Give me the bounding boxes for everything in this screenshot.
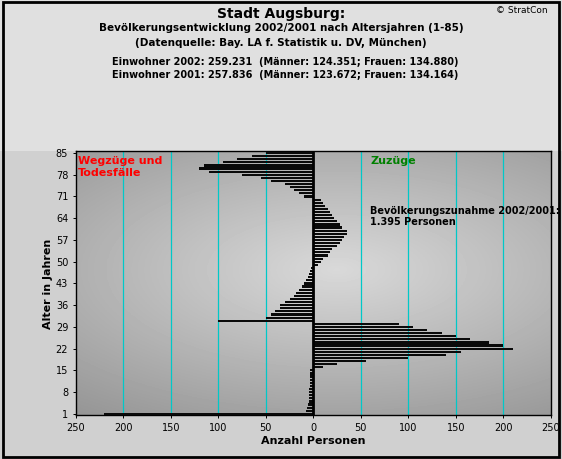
Bar bbox=[261, 177, 314, 179]
Bar bbox=[314, 366, 323, 369]
Bar bbox=[307, 403, 314, 406]
Bar bbox=[307, 276, 314, 278]
Bar bbox=[309, 397, 314, 399]
Bar bbox=[310, 372, 314, 375]
Bar bbox=[275, 310, 314, 313]
Bar bbox=[310, 382, 314, 384]
Bar bbox=[310, 369, 314, 371]
Bar bbox=[252, 155, 314, 157]
Bar bbox=[314, 354, 446, 356]
Bar bbox=[314, 239, 342, 241]
Bar bbox=[105, 413, 314, 415]
Bar bbox=[294, 295, 314, 297]
Bar bbox=[218, 319, 314, 322]
Bar bbox=[314, 217, 334, 219]
Bar bbox=[309, 388, 314, 390]
Bar bbox=[314, 198, 321, 201]
Text: Einwohner 2001: 257.836  (Männer: 123.672; Frauen: 134.164): Einwohner 2001: 257.836 (Männer: 123.672… bbox=[112, 70, 459, 80]
Bar bbox=[314, 251, 330, 253]
Bar bbox=[314, 214, 332, 216]
Bar bbox=[314, 202, 323, 204]
Bar bbox=[314, 360, 365, 362]
Bar bbox=[314, 224, 340, 225]
Bar bbox=[314, 323, 399, 325]
Bar bbox=[204, 164, 314, 167]
Bar bbox=[289, 186, 314, 188]
Bar bbox=[309, 391, 314, 393]
Bar bbox=[314, 338, 470, 341]
Bar bbox=[314, 261, 321, 263]
Bar bbox=[270, 180, 314, 182]
Bar bbox=[310, 375, 314, 378]
Bar bbox=[311, 267, 314, 269]
Bar bbox=[200, 168, 314, 170]
Text: Stadt Augsburg:: Stadt Augsburg: bbox=[217, 7, 345, 21]
Bar bbox=[280, 304, 314, 306]
Bar bbox=[304, 282, 314, 285]
Bar bbox=[296, 291, 314, 294]
Bar bbox=[314, 363, 337, 365]
Bar bbox=[314, 211, 330, 213]
Bar bbox=[285, 301, 314, 303]
Bar bbox=[314, 233, 347, 235]
Text: Zuzüge: Zuzüge bbox=[370, 156, 416, 166]
Bar bbox=[310, 385, 314, 387]
Bar bbox=[223, 161, 314, 163]
Text: © StratCon: © StratCon bbox=[496, 6, 548, 15]
Bar bbox=[314, 248, 332, 250]
Text: (Datenquelle: Bay. LA f. Statistik u. DV, München): (Datenquelle: Bay. LA f. Statistik u. DV… bbox=[135, 38, 427, 48]
Bar bbox=[299, 192, 314, 195]
X-axis label: Anzahl Personen: Anzahl Personen bbox=[261, 436, 365, 446]
Bar bbox=[309, 394, 314, 396]
Bar bbox=[314, 347, 513, 350]
Bar bbox=[209, 171, 314, 173]
Bar bbox=[310, 270, 314, 272]
Bar bbox=[306, 409, 314, 412]
Bar bbox=[280, 307, 314, 309]
Bar bbox=[270, 313, 314, 316]
Bar bbox=[314, 245, 337, 247]
Bar bbox=[314, 326, 413, 328]
Bar bbox=[314, 335, 456, 337]
Text: Einwohner 2002: 259.231  (Männer: 124.351; Frauen: 134.880): Einwohner 2002: 259.231 (Männer: 124.351… bbox=[112, 57, 459, 67]
Bar bbox=[314, 257, 323, 260]
Bar bbox=[266, 317, 314, 319]
Bar bbox=[314, 351, 460, 353]
Bar bbox=[285, 183, 314, 185]
Bar bbox=[309, 273, 314, 275]
Bar bbox=[289, 298, 314, 300]
Bar bbox=[314, 254, 328, 257]
Bar bbox=[299, 289, 314, 291]
Bar bbox=[307, 407, 314, 409]
Text: Bevölkerungsentwicklung 2002/2001 nach Altersjahren (1-85): Bevölkerungsentwicklung 2002/2001 nach A… bbox=[99, 23, 463, 33]
Bar bbox=[314, 226, 342, 229]
Bar bbox=[314, 357, 408, 359]
Bar bbox=[314, 242, 340, 244]
Y-axis label: Alter in Jahren: Alter in Jahren bbox=[43, 238, 53, 329]
Bar bbox=[294, 189, 314, 191]
Bar bbox=[314, 264, 318, 266]
Bar bbox=[304, 196, 314, 197]
Bar bbox=[314, 220, 337, 223]
Bar bbox=[266, 152, 314, 154]
Bar bbox=[314, 329, 427, 331]
Bar bbox=[242, 174, 314, 176]
Bar bbox=[310, 379, 314, 381]
Bar bbox=[302, 285, 314, 288]
Bar bbox=[314, 344, 503, 347]
Bar bbox=[309, 400, 314, 403]
Bar bbox=[314, 332, 442, 334]
Bar bbox=[314, 230, 347, 232]
Bar bbox=[314, 236, 344, 238]
Bar bbox=[237, 158, 314, 160]
Bar bbox=[306, 279, 314, 281]
Text: Bevölkerungszunahme 2002/2001:
1.395 Personen: Bevölkerungszunahme 2002/2001: 1.395 Per… bbox=[370, 206, 560, 227]
Text: Wegzüge und
Todesfälle: Wegzüge und Todesfälle bbox=[78, 156, 162, 178]
Bar bbox=[314, 205, 325, 207]
Bar bbox=[314, 341, 489, 343]
Bar bbox=[314, 208, 328, 210]
